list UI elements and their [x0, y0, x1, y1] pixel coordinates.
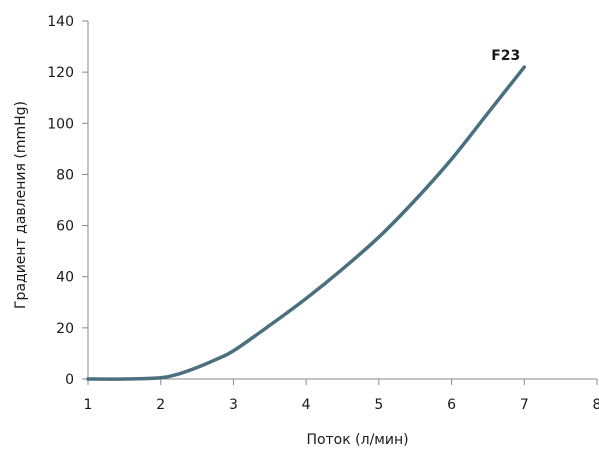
y-tick-label: 100 [47, 116, 74, 132]
y-tick-label: 80 [56, 167, 74, 183]
x-tick-label: 7 [520, 397, 529, 413]
y-tick-label: 0 [65, 372, 74, 388]
x-tick-label: 2 [156, 397, 165, 413]
series-layer: F23 [86, 48, 527, 381]
y-axis-ticks: 0 20 40 60 80 100 120 140 [47, 14, 88, 388]
x-tick-label: 3 [229, 397, 238, 413]
x-tick-label: 6 [447, 397, 456, 413]
y-tick-label: 120 [47, 65, 74, 81]
y-tick-label: 40 [56, 270, 74, 286]
y-axis-title: Градиент давления (mmHg) [13, 101, 29, 309]
x-tick-label: 8 [593, 397, 599, 413]
x-tick-label: 5 [374, 397, 383, 413]
x-axis-title: Поток (л/мин) [306, 432, 408, 448]
x-axis-ticks: 1 2 3 4 5 6 7 8 [84, 379, 599, 413]
x-tick-label: 1 [84, 397, 93, 413]
series-line [86, 65, 527, 381]
y-tick-label: 140 [47, 14, 74, 30]
y-tick-label: 60 [56, 219, 74, 235]
y-tick-label: 20 [56, 321, 74, 337]
x-tick-label: 4 [302, 397, 311, 413]
series-label: F23 [491, 48, 520, 64]
